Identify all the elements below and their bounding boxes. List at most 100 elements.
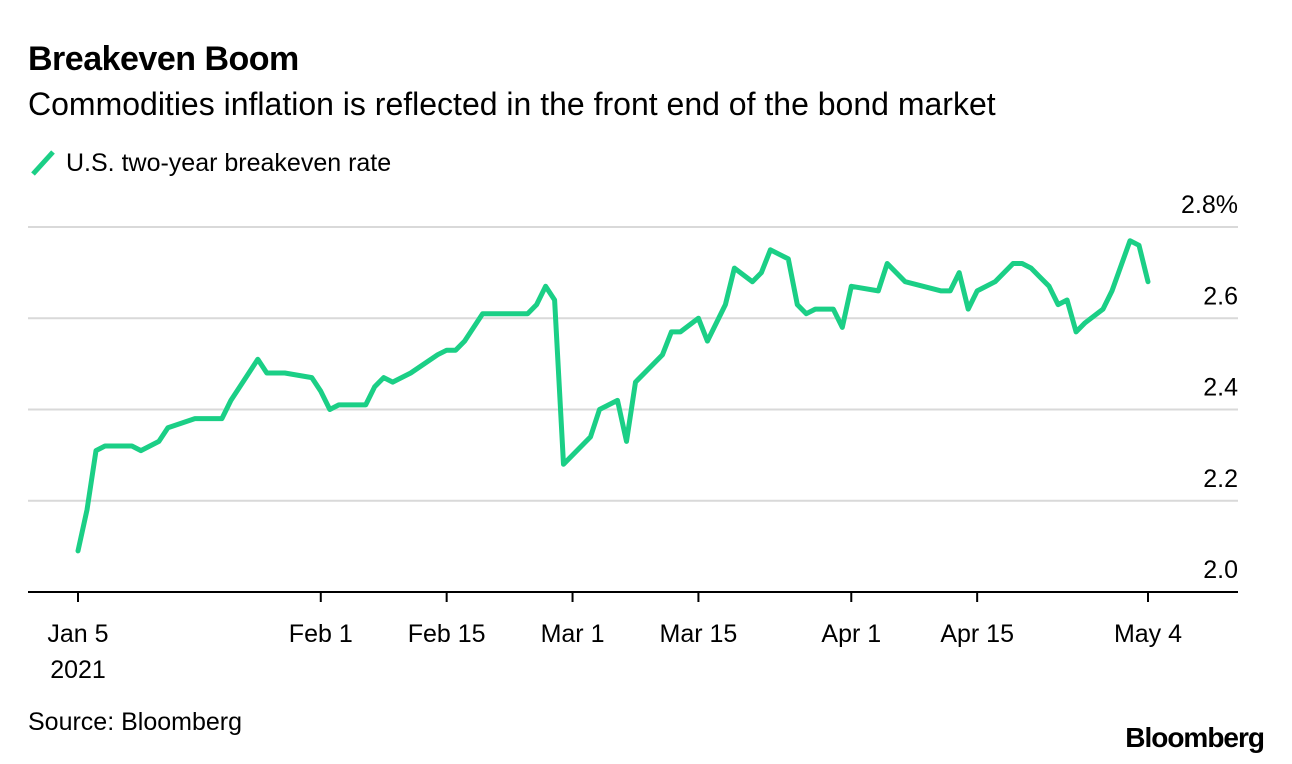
data-point xyxy=(228,398,233,403)
data-point xyxy=(696,316,701,321)
x-tick-label: Mar 15 xyxy=(660,620,738,648)
legend-label: U.S. two-year breakeven rate xyxy=(66,148,392,177)
data-point xyxy=(1083,320,1088,325)
data-point xyxy=(129,444,134,449)
data-point xyxy=(1074,329,1079,334)
data-point xyxy=(840,325,845,330)
data-point xyxy=(1029,266,1034,271)
data-point xyxy=(138,448,143,453)
data-point xyxy=(1038,275,1043,280)
data-point xyxy=(318,389,323,394)
data-point xyxy=(642,371,647,376)
data-point xyxy=(516,311,521,316)
data-point xyxy=(732,266,737,271)
data-point xyxy=(885,261,890,266)
data-point xyxy=(85,507,90,512)
data-point xyxy=(480,311,485,316)
data-point xyxy=(561,462,566,467)
data-point xyxy=(939,288,944,293)
data-point xyxy=(669,329,674,334)
data-point xyxy=(795,302,800,307)
data-point xyxy=(633,380,638,385)
data-point xyxy=(570,453,575,458)
data-point xyxy=(1065,298,1070,303)
x-tick-label: May 4 xyxy=(1114,620,1182,648)
source-note: Source: Bloomberg xyxy=(28,708,243,736)
data-point xyxy=(76,548,81,553)
data-point xyxy=(462,339,467,344)
data-point xyxy=(1047,284,1052,289)
data-point xyxy=(444,348,449,353)
data-point xyxy=(255,357,260,362)
y-tick-label: 2.8% xyxy=(1181,191,1238,219)
data-point xyxy=(1020,261,1025,266)
data-point xyxy=(525,311,530,316)
data-point xyxy=(750,279,755,284)
data-point xyxy=(390,380,395,385)
data-point xyxy=(372,384,377,389)
legend-line-icon xyxy=(28,148,58,178)
data-point xyxy=(849,284,854,289)
data-point xyxy=(489,311,494,316)
data-point xyxy=(264,371,269,376)
data-point xyxy=(534,302,539,307)
data-point xyxy=(345,402,350,407)
data-point xyxy=(957,270,962,275)
y-tick-label: 2.6 xyxy=(1203,282,1238,310)
bloomberg-logo: Bloomberg xyxy=(1125,722,1265,753)
chart-subtitle: Commodities inflation is reflected in th… xyxy=(28,86,996,122)
data-point xyxy=(381,375,386,380)
data-point xyxy=(192,416,197,421)
series-line xyxy=(75,238,1151,554)
data-point xyxy=(660,352,665,357)
x-tick-label: Apr 1 xyxy=(821,620,881,648)
data-point xyxy=(1146,279,1151,284)
data-point xyxy=(309,375,314,380)
y-tick-label: 2.2 xyxy=(1203,465,1238,493)
x-tick-label: Apr 15 xyxy=(940,620,1014,648)
data-point xyxy=(705,339,710,344)
data-point xyxy=(103,444,108,449)
data-point xyxy=(282,371,287,376)
data-point xyxy=(813,307,818,312)
data-point xyxy=(597,407,602,412)
data-point xyxy=(219,416,224,421)
data-point xyxy=(588,434,593,439)
data-point xyxy=(363,402,368,407)
data-point xyxy=(759,270,764,275)
data-point xyxy=(615,398,620,403)
data-point xyxy=(435,352,440,357)
data-point xyxy=(903,279,908,284)
x-tick-sublabel: 2021 xyxy=(50,656,106,684)
y-tick-label: 2.4 xyxy=(1203,374,1238,402)
data-point xyxy=(966,307,971,312)
data-point xyxy=(831,307,836,312)
x-tick-label: Feb 15 xyxy=(408,620,486,648)
data-point xyxy=(1137,243,1142,248)
data-point xyxy=(975,288,980,293)
legend: U.S. two-year breakeven rate xyxy=(28,148,391,178)
data-point xyxy=(354,402,359,407)
data-point xyxy=(804,311,809,316)
data-point xyxy=(1101,307,1106,312)
x-tick-label: Mar 1 xyxy=(541,620,605,648)
data-point xyxy=(327,407,332,412)
data-point xyxy=(723,302,728,307)
data-point xyxy=(948,288,953,293)
data-point xyxy=(1056,302,1061,307)
data-point xyxy=(579,444,584,449)
data-point xyxy=(1011,261,1016,266)
data-point xyxy=(543,284,548,289)
data-point xyxy=(408,371,413,376)
data-point xyxy=(552,298,557,303)
data-point xyxy=(210,416,215,421)
chart-title: Breakeven Boom xyxy=(28,40,299,78)
data-point xyxy=(94,448,99,453)
data-point xyxy=(876,288,881,293)
x-tick-label: Feb 1 xyxy=(289,620,353,648)
data-point xyxy=(1128,238,1133,243)
data-point xyxy=(453,348,458,353)
data-point xyxy=(651,361,656,366)
x-tick-label: Jan 5 xyxy=(47,620,108,648)
